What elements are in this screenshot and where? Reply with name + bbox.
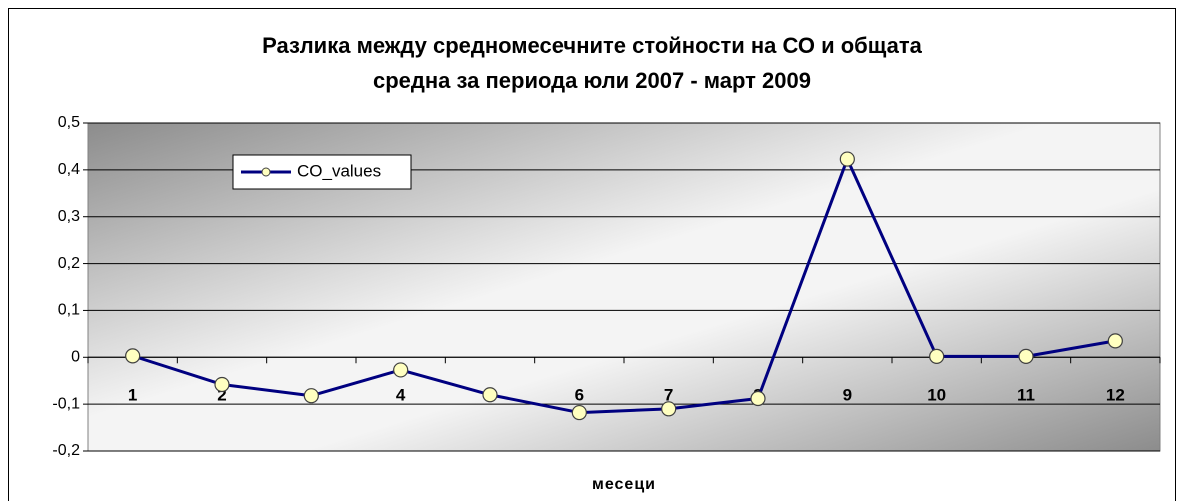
y-tick-label: 0,2 xyxy=(58,255,80,272)
x-tick-label: 2 xyxy=(217,385,226,404)
marker xyxy=(1018,348,1034,364)
x-tick-label: 10 xyxy=(927,385,946,404)
chart-title: Разлика между средномесечните стойности … xyxy=(262,33,922,58)
marker xyxy=(929,348,945,364)
marker xyxy=(125,348,141,364)
x-tick-label: 9 xyxy=(843,385,852,404)
line xyxy=(132,157,1116,415)
y-tick-label: 0 xyxy=(71,349,80,366)
legend-label: CO_values xyxy=(297,161,381,180)
marker xyxy=(482,387,498,403)
marker xyxy=(214,376,230,393)
marker xyxy=(1107,333,1123,349)
y-tick-label: 0,3 xyxy=(58,208,80,225)
x-tick-label: 12 xyxy=(1106,385,1125,404)
y-tick-label: -0,2 xyxy=(52,442,80,459)
marker xyxy=(750,390,766,407)
y-tick-label: 0,4 xyxy=(58,161,80,178)
y-tick-label: 0,5 xyxy=(58,114,80,131)
legend-box xyxy=(232,154,412,190)
marker xyxy=(393,362,409,378)
marker xyxy=(571,404,587,421)
marker xyxy=(303,388,319,404)
marker xyxy=(839,151,855,167)
x-axis-label: месеци xyxy=(592,476,656,493)
x-tick-label: 7 xyxy=(664,385,673,404)
x-tick-label: 1 xyxy=(128,385,137,404)
marker xyxy=(661,401,677,417)
chart-title: средна за периода юли 2007 - март 2009 xyxy=(373,68,811,93)
y-tick-label: -0,1 xyxy=(52,395,80,412)
y-tick-label: 0,1 xyxy=(58,302,80,319)
x-tick-label: 4 xyxy=(396,385,406,404)
legend-marker xyxy=(261,167,271,177)
x-tick-label: 6 xyxy=(575,385,584,404)
x-tick-label: 11 xyxy=(1017,385,1035,404)
